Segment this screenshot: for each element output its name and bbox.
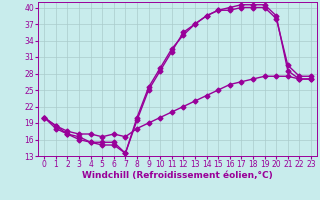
X-axis label: Windchill (Refroidissement éolien,°C): Windchill (Refroidissement éolien,°C) [82,171,273,180]
